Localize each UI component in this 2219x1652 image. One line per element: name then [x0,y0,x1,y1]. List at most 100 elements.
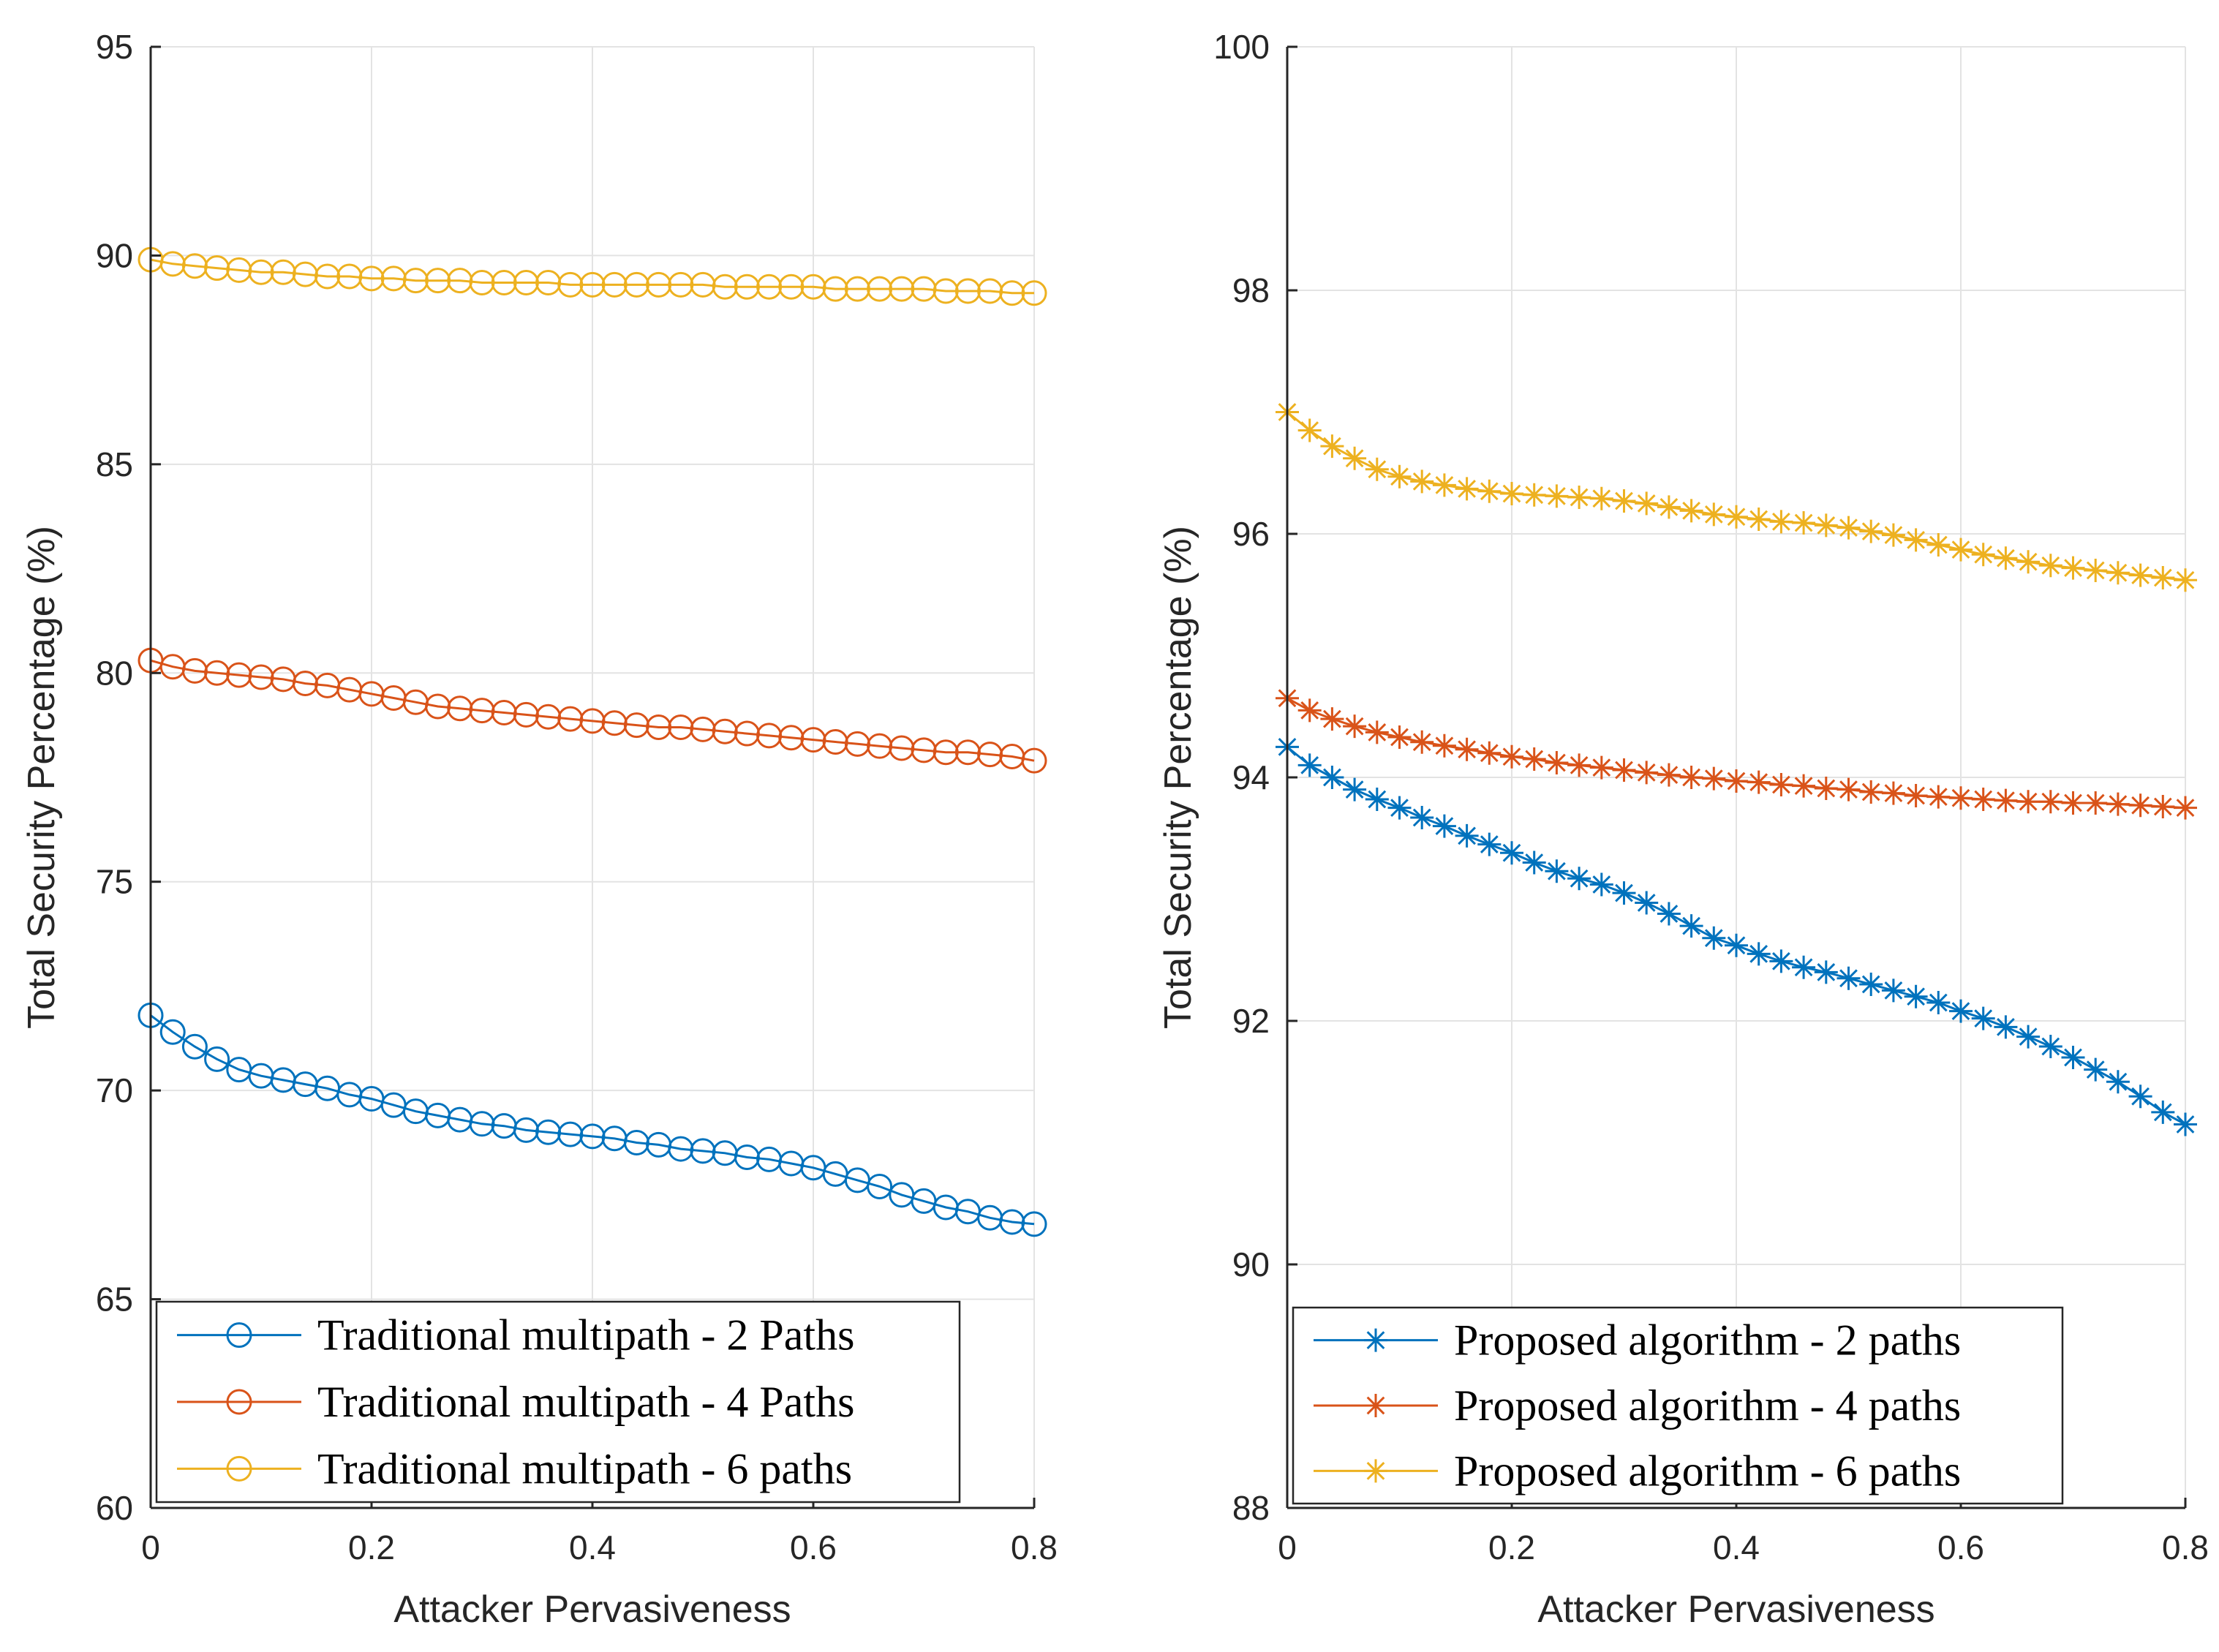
data-point [270,259,296,285]
data-point [2174,568,2197,592]
data-point [690,271,716,298]
series-line-1 [150,1014,1035,1226]
data-point [1679,499,1703,523]
y-tick-label: 65 [96,1281,133,1319]
data-point [646,271,672,298]
data-point [1500,482,1523,506]
y-tick-label: 100 [1213,28,1270,66]
data-point [1725,933,1748,957]
left-chart-panel: 0 0.2 0.4 0.6 0.8 60 65 70 75 80 85 90 95 Attacker Pe… [20,28,1058,1631]
data-point [447,268,473,294]
data-point [2084,558,2108,582]
data-point [579,1123,606,1150]
data-point [734,274,760,300]
data-point [1589,486,1613,510]
data-point [1635,761,1659,785]
data-point [1814,960,1838,984]
data-point [159,1019,186,1045]
data-point [1971,1006,1995,1030]
data-point [1635,491,1659,516]
data-point [844,731,870,757]
x-axis-label: Attacker Pervasiveness [1537,1588,1934,1631]
data-point [1814,513,1838,538]
data-point [1343,446,1367,470]
data-point [2151,1100,2175,1124]
data-point [1657,763,1681,787]
data-point [2061,556,2085,580]
data-point [1365,787,1389,811]
x-tick-label: 0.4 [569,1528,616,1566]
data-point [1410,730,1434,754]
data-point [1792,511,1816,535]
data-point [1021,1211,1047,1237]
data-point [1657,902,1681,926]
data-point [2084,791,2108,815]
data-point [668,1136,694,1162]
data-point [867,1173,893,1199]
y-tick-label: 70 [96,1071,133,1109]
data-point [1725,769,1748,793]
right-chart-panel: 0 0.2 0.4 0.6 0.8 88 90 92 94 96 98 100 Attacker Per… [1157,28,2209,1631]
data-point [469,270,495,296]
data-point [2174,1112,2197,1136]
data-point [690,1138,716,1164]
data-point [2016,550,2041,574]
data-point [1387,464,1412,489]
data-point [159,251,186,277]
data-point [977,742,1003,768]
data-point [2106,561,2130,585]
data-point [1410,805,1434,829]
data-point [1881,781,1905,805]
data-point [1949,999,1973,1023]
data-point [933,278,959,304]
y-tick-label: 60 [96,1489,133,1527]
data-point [1297,753,1322,777]
data-point [1432,814,1456,838]
data-point [1904,984,1928,1008]
data-point [2061,1045,2085,1069]
data-point [2084,1057,2108,1082]
data-point [1432,733,1456,758]
data-point [181,253,208,279]
data-point [1814,776,1838,800]
y-tick-label: 80 [96,654,133,692]
data-point [535,1119,562,1145]
data-point [1545,751,1569,775]
data-point [1635,891,1659,915]
data-point [2174,796,2197,820]
data-point [999,280,1025,306]
data-point [1522,747,1546,772]
data-point [181,1033,208,1060]
data-point [557,271,584,298]
data-point [778,725,805,751]
data-point [1971,543,1995,567]
data-point [181,657,208,684]
x-tick-label: 0 [1278,1528,1297,1566]
y-tick-label: 75 [96,863,133,901]
data-point [1949,786,1973,810]
data-point [2128,1085,2152,1109]
data-point [822,728,848,755]
data-point [601,271,628,298]
y-tick-label: 92 [1232,1002,1270,1040]
data-point [800,727,826,753]
data-point [358,265,385,292]
data-point [1859,780,1883,804]
data-point [204,1046,230,1072]
x-tick-label: 0 [141,1528,160,1566]
data-point [889,276,915,302]
series-line-2 [150,659,1035,762]
data-point [292,261,318,287]
legend-label-3: Traditional multipath - 6 paths [317,1444,852,1493]
x-tick-label: 0.6 [1937,1528,1984,1566]
data-point [1747,770,1771,794]
data-point [778,274,805,300]
data-point [1432,473,1456,497]
data-point [1455,737,1479,761]
legend-marker-3 [1364,1459,1387,1483]
data-point [1881,978,1905,1003]
data-point [1567,867,1591,891]
data-point [1320,766,1344,789]
data-point [2038,790,2062,814]
data-point [1567,486,1591,510]
